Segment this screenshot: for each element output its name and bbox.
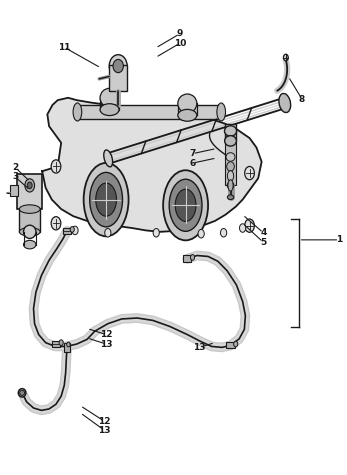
Ellipse shape (169, 179, 202, 231)
Ellipse shape (25, 179, 35, 192)
Bar (10, 185, 18, 196)
Ellipse shape (100, 104, 119, 115)
Circle shape (72, 226, 78, 235)
Ellipse shape (18, 389, 26, 397)
Circle shape (191, 255, 195, 260)
Ellipse shape (104, 150, 113, 167)
Circle shape (51, 217, 61, 230)
Ellipse shape (96, 183, 117, 216)
Ellipse shape (178, 109, 197, 121)
Ellipse shape (24, 225, 36, 238)
Circle shape (198, 229, 204, 238)
Text: 4: 4 (260, 228, 266, 238)
Ellipse shape (178, 94, 197, 113)
Ellipse shape (175, 189, 196, 221)
Ellipse shape (279, 94, 291, 113)
Ellipse shape (109, 55, 127, 77)
Ellipse shape (227, 162, 234, 171)
Ellipse shape (225, 137, 236, 145)
Ellipse shape (217, 103, 226, 121)
Text: 10: 10 (174, 39, 186, 48)
Ellipse shape (19, 228, 40, 236)
Circle shape (234, 341, 238, 347)
Bar (63, 228, 71, 234)
Text: 13: 13 (193, 343, 206, 352)
Text: 7: 7 (189, 149, 196, 158)
Ellipse shape (90, 172, 122, 227)
Circle shape (67, 342, 70, 347)
Circle shape (70, 227, 74, 232)
Bar (225, 124, 236, 141)
Ellipse shape (283, 54, 288, 61)
Ellipse shape (100, 88, 119, 107)
Bar (64, 342, 70, 352)
Bar (225, 141, 236, 185)
Ellipse shape (24, 240, 36, 249)
Circle shape (51, 160, 61, 173)
Text: 13: 13 (98, 426, 111, 435)
Ellipse shape (228, 180, 233, 191)
Circle shape (245, 166, 254, 180)
Text: 3: 3 (12, 172, 18, 181)
Ellipse shape (227, 171, 234, 181)
Text: 9: 9 (177, 29, 183, 38)
Bar (19, 208, 40, 232)
Ellipse shape (225, 126, 237, 136)
Circle shape (220, 228, 227, 237)
Ellipse shape (73, 103, 82, 121)
Circle shape (245, 219, 254, 232)
Bar (109, 65, 127, 91)
Ellipse shape (225, 136, 236, 146)
Text: 1: 1 (336, 236, 342, 244)
Bar (17, 173, 42, 209)
Ellipse shape (227, 195, 234, 200)
Text: 12: 12 (100, 330, 112, 339)
Bar (52, 341, 60, 347)
Text: 5: 5 (260, 238, 266, 247)
Text: 6: 6 (189, 159, 196, 168)
Ellipse shape (113, 59, 124, 73)
Ellipse shape (84, 163, 129, 237)
Bar (183, 256, 192, 262)
Text: 2: 2 (12, 163, 18, 172)
Ellipse shape (20, 390, 25, 396)
Circle shape (153, 228, 159, 237)
Ellipse shape (226, 153, 235, 161)
Bar (77, 105, 222, 119)
Bar (226, 342, 235, 348)
Ellipse shape (19, 205, 40, 213)
Circle shape (239, 224, 246, 232)
Text: 12: 12 (98, 417, 111, 426)
Text: 11: 11 (58, 43, 70, 52)
Polygon shape (42, 98, 262, 232)
Ellipse shape (163, 170, 208, 240)
Ellipse shape (27, 182, 32, 189)
Circle shape (59, 340, 63, 345)
Circle shape (105, 228, 111, 237)
Text: 13: 13 (100, 340, 112, 349)
Text: 8: 8 (299, 95, 305, 104)
Ellipse shape (227, 182, 234, 189)
